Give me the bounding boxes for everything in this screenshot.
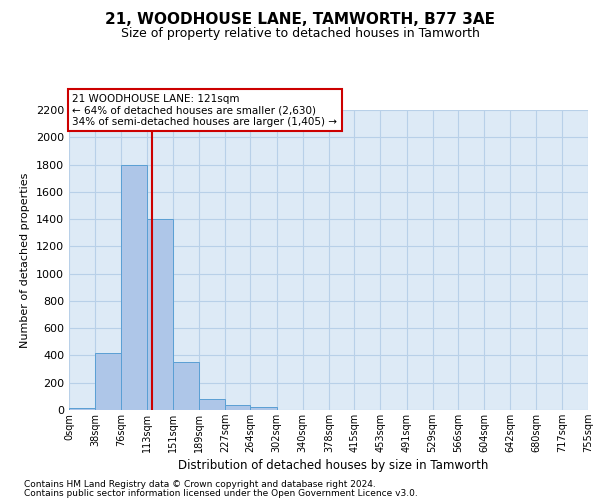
Bar <box>250 408 277 410</box>
Y-axis label: Number of detached properties: Number of detached properties <box>20 172 31 348</box>
Text: Size of property relative to detached houses in Tamworth: Size of property relative to detached ho… <box>121 28 479 40</box>
Bar <box>146 219 173 410</box>
Bar <box>121 164 146 410</box>
Text: Contains public sector information licensed under the Open Government Licence v3: Contains public sector information licen… <box>24 489 418 498</box>
Bar <box>69 408 95 410</box>
Bar <box>225 405 250 410</box>
Text: 21 WOODHOUSE LANE: 121sqm
← 64% of detached houses are smaller (2,630)
34% of se: 21 WOODHOUSE LANE: 121sqm ← 64% of detac… <box>73 94 337 127</box>
Text: Contains HM Land Registry data © Crown copyright and database right 2024.: Contains HM Land Registry data © Crown c… <box>24 480 376 489</box>
Bar <box>173 362 199 410</box>
Text: Distribution of detached houses by size in Tamworth: Distribution of detached houses by size … <box>178 460 488 472</box>
Text: 21, WOODHOUSE LANE, TAMWORTH, B77 3AE: 21, WOODHOUSE LANE, TAMWORTH, B77 3AE <box>105 12 495 28</box>
Bar <box>199 399 225 410</box>
Bar <box>95 352 121 410</box>
